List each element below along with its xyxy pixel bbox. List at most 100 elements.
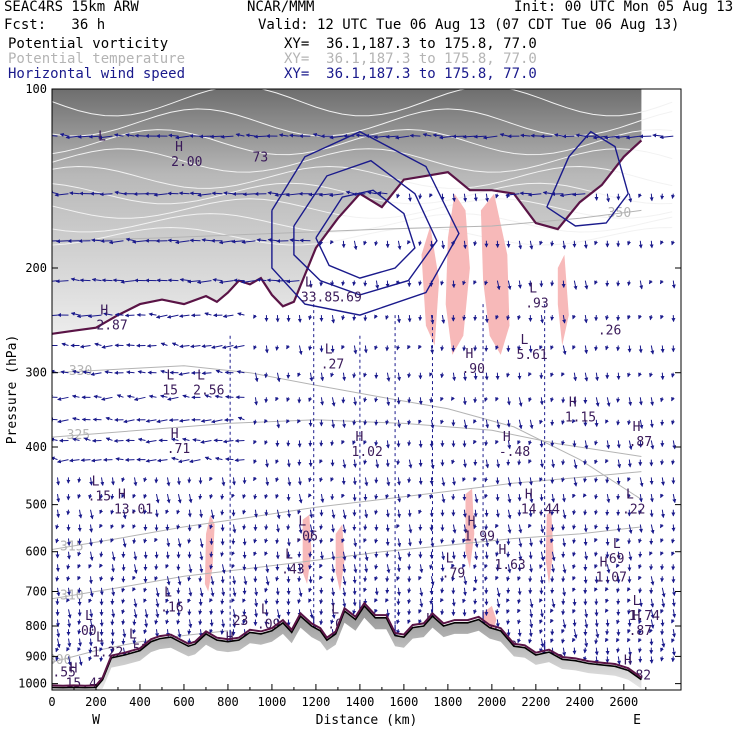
extremum-value-label: 15 xyxy=(162,383,178,398)
wind-vector xyxy=(550,315,555,321)
wind-vector xyxy=(192,437,201,442)
wind-vector xyxy=(214,394,223,399)
wind-vector xyxy=(495,193,499,199)
wind-vector xyxy=(72,437,80,442)
wind-vector xyxy=(253,419,258,425)
wind-vector xyxy=(517,345,522,351)
extremum-value-label: .22 xyxy=(622,503,645,518)
wind-vector xyxy=(451,598,456,607)
wind-vector xyxy=(374,397,379,403)
wind-vector xyxy=(233,344,245,349)
y-tick-label: 300 xyxy=(25,366,47,380)
wind-vector xyxy=(254,587,259,597)
wind-vector xyxy=(240,280,256,284)
extremum-type-label: H xyxy=(624,653,632,668)
pv-fill-region xyxy=(335,524,345,592)
wind-vector xyxy=(649,509,654,518)
wind-vector xyxy=(385,314,390,320)
wind-vector xyxy=(211,345,223,349)
wind-vector xyxy=(155,609,160,619)
wind-vector xyxy=(462,280,467,286)
wind-vector xyxy=(253,476,257,482)
wind-vector xyxy=(122,629,127,638)
wind-vector xyxy=(275,551,280,560)
wind-vector xyxy=(418,240,423,246)
wind-vector xyxy=(82,370,91,375)
wind-vector xyxy=(232,619,237,628)
wind-vector xyxy=(594,440,598,446)
wind-vector xyxy=(210,587,215,597)
wind-vector xyxy=(550,345,554,350)
wind-vector xyxy=(171,342,179,347)
wind-vector xyxy=(528,371,532,377)
wind-vector xyxy=(407,372,412,379)
wind-vector xyxy=(215,369,223,374)
wind-vector xyxy=(374,564,379,570)
wind-vector xyxy=(54,192,69,197)
stratosphere-pv-shading xyxy=(52,89,642,334)
wind-vector xyxy=(210,509,215,520)
wind-vector xyxy=(287,509,291,518)
wind-vector xyxy=(99,587,104,596)
wind-vector xyxy=(451,280,456,289)
wind-vector xyxy=(496,280,501,291)
wind-vector xyxy=(474,493,479,504)
wind-vector xyxy=(627,647,632,657)
wind-vector xyxy=(88,538,93,547)
wind-vector xyxy=(363,240,368,246)
wind-vector xyxy=(198,494,203,500)
wind-vector xyxy=(363,459,368,465)
wind-vector xyxy=(671,598,676,607)
wind-vector xyxy=(89,609,94,618)
wind-vector xyxy=(594,509,599,516)
wind-vector xyxy=(507,280,512,291)
wind-vector xyxy=(209,609,214,616)
wind-vector xyxy=(540,638,545,648)
wind-vector xyxy=(275,459,280,465)
extremum-value-label: .55 xyxy=(52,666,75,681)
wind-vector xyxy=(156,458,168,463)
wind-vector xyxy=(672,629,676,638)
wind-vector xyxy=(484,551,489,560)
extremum-type-label: L xyxy=(613,537,621,552)
wind-vector xyxy=(221,564,226,574)
wind-vector xyxy=(517,598,522,605)
wind-vector xyxy=(352,440,357,445)
theta-contour-label: 330 xyxy=(69,364,92,379)
wind-vector xyxy=(583,576,588,584)
wind-vector xyxy=(243,576,248,586)
wind-vector xyxy=(671,280,676,289)
wind-vector xyxy=(638,397,643,406)
wind-vector xyxy=(113,133,124,138)
wind-vector xyxy=(638,575,642,581)
wind-vector xyxy=(126,394,135,399)
wind-vector xyxy=(210,576,215,586)
wind-vector xyxy=(659,135,674,140)
wind-vector xyxy=(539,629,543,635)
wind-vector xyxy=(143,477,148,483)
wind-vector xyxy=(572,192,586,197)
extremum-value-label: 2.00 xyxy=(171,155,202,170)
wind-vector xyxy=(143,509,148,515)
extremum-type-label: H xyxy=(525,488,533,503)
wind-vector xyxy=(604,637,609,643)
wind-vector xyxy=(289,133,300,138)
wind-vector xyxy=(450,396,455,401)
wind-vector xyxy=(276,509,281,520)
wind-vector xyxy=(298,345,303,356)
wind-vector xyxy=(224,394,234,399)
wind-vector xyxy=(440,564,445,572)
wind-vector xyxy=(374,314,378,319)
wind-vector xyxy=(204,394,212,399)
wind-vector xyxy=(352,551,357,560)
wind-vector xyxy=(583,524,588,533)
y-tick-label: 700 xyxy=(25,585,47,599)
wind-vector xyxy=(507,524,512,534)
wind-vector xyxy=(408,524,413,534)
wind-vector xyxy=(594,493,599,500)
pv-fill-region xyxy=(557,254,569,346)
wind-vector xyxy=(517,440,521,445)
plot-frame xyxy=(51,88,682,691)
wind-vector xyxy=(451,563,455,569)
wind-vector xyxy=(518,524,523,534)
